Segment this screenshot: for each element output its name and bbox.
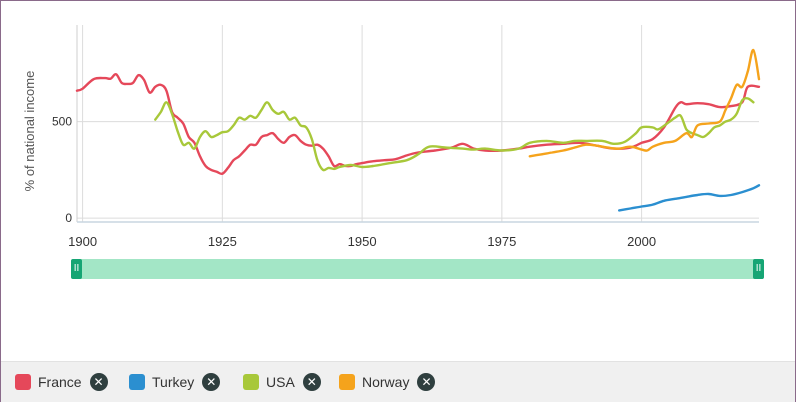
series-line-norway bbox=[528, 48, 761, 158]
series-line-turkey bbox=[618, 184, 761, 212]
legend-label-turkey: Turkey bbox=[152, 374, 195, 390]
tick-labels: 1900 1925 1950 1975 2000 0 500 bbox=[52, 115, 656, 249]
legend-item-norway: Norway ✕ bbox=[339, 373, 436, 391]
remove-norway-icon[interactable]: ✕ bbox=[417, 373, 436, 391]
legend-item-usa: USA ✕ bbox=[243, 373, 321, 391]
remove-usa-icon[interactable]: ✕ bbox=[302, 373, 321, 391]
series-line-usa bbox=[154, 96, 755, 172]
axes bbox=[76, 25, 759, 223]
range-end-handle[interactable]: II bbox=[753, 259, 764, 279]
legend-swatch-france bbox=[15, 374, 31, 390]
legend-label-usa: USA bbox=[266, 374, 295, 390]
time-range-slider[interactable] bbox=[73, 259, 763, 279]
x-tick-label-1975: 1975 bbox=[487, 234, 516, 249]
legend-swatch-usa bbox=[243, 374, 259, 390]
remove-france-icon[interactable]: ✕ bbox=[89, 373, 108, 391]
legend-label-norway: Norway bbox=[362, 374, 410, 390]
legend-bar: France ✕ Turkey ✕ USA ✕ Norway ✕ bbox=[1, 361, 795, 402]
legend-label-france: France bbox=[38, 374, 82, 390]
legend-item-france: France ✕ bbox=[15, 373, 108, 391]
y-axis-label: % of national income bbox=[22, 70, 37, 192]
remove-turkey-icon[interactable]: ✕ bbox=[202, 373, 221, 391]
x-tick-label-1925: 1925 bbox=[208, 234, 237, 249]
x-tick-label-1900: 1900 bbox=[68, 234, 97, 249]
y-tick-label-0: 0 bbox=[65, 211, 72, 225]
series-lines bbox=[75, 48, 761, 212]
legend-swatch-norway bbox=[339, 374, 355, 390]
legend-swatch-turkey bbox=[129, 374, 145, 390]
grid-lines bbox=[77, 25, 759, 222]
x-tick-label-1950: 1950 bbox=[348, 234, 377, 249]
range-start-handle[interactable]: II bbox=[71, 259, 82, 279]
y-tick-label-500: 500 bbox=[52, 115, 72, 129]
legend-item-turkey: Turkey ✕ bbox=[129, 373, 221, 391]
line-chart: 1900 1925 1950 1975 2000 0 500 bbox=[52, 25, 761, 249]
series-line-france bbox=[75, 73, 761, 176]
x-tick-label-2000: 2000 bbox=[627, 234, 656, 249]
